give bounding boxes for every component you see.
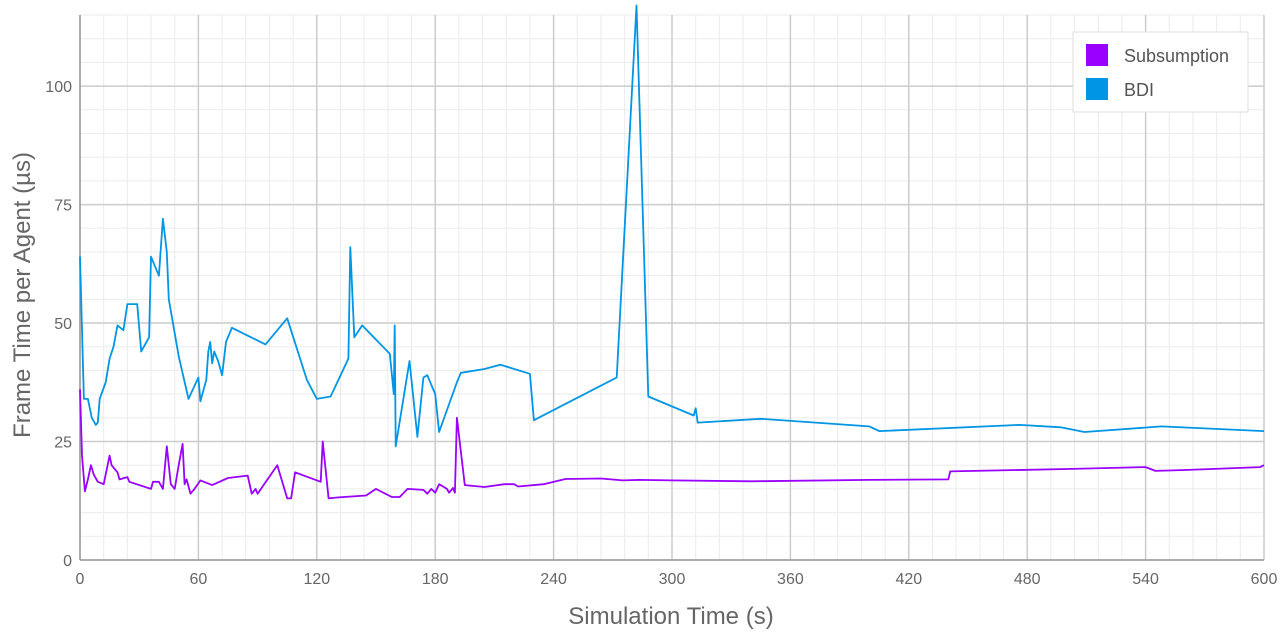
x-tick-label: 0 <box>76 571 85 588</box>
legend-label-subsumption: Subsumption <box>1124 46 1229 66</box>
x-tick-label: 600 <box>1251 571 1278 588</box>
series-line-subsumption <box>79 389 1265 500</box>
legend-swatch-subsumption <box>1086 44 1108 66</box>
x-tick-label: 540 <box>1132 571 1159 588</box>
y-tick-label: 25 <box>54 435 72 452</box>
y-tick-label: 0 <box>63 553 72 570</box>
y-tick-label: 75 <box>54 198 72 215</box>
x-tick-labels: 0 60 120 180 240 300 360 420 480 540 600 <box>76 571 1278 588</box>
x-tick-label: 480 <box>1014 571 1041 588</box>
x-tick-label: 360 <box>777 571 804 588</box>
x-tick-label: 420 <box>895 571 922 588</box>
x-tick-label: 60 <box>190 571 208 588</box>
y-tick-label: 100 <box>45 79 72 96</box>
x-tick-label: 120 <box>303 571 330 588</box>
legend: Subsumption BDI <box>1072 31 1249 113</box>
x-tick-label: 180 <box>422 571 449 588</box>
y-tick-labels: 0 25 50 75 100 <box>45 79 72 570</box>
y-tick-label: 50 <box>54 316 72 333</box>
series-line-bdi <box>79 4 1265 448</box>
legend-swatch-bdi <box>1086 78 1108 100</box>
legend-label-bdi: BDI <box>1124 80 1154 100</box>
x-axis-title: Simulation Time (s) <box>568 603 773 630</box>
y-axis-title: Frame Time per Agent (µs) <box>9 152 36 438</box>
series-layer <box>79 4 1265 500</box>
x-tick-label: 300 <box>659 571 686 588</box>
x-tick-label: 240 <box>540 571 567 588</box>
